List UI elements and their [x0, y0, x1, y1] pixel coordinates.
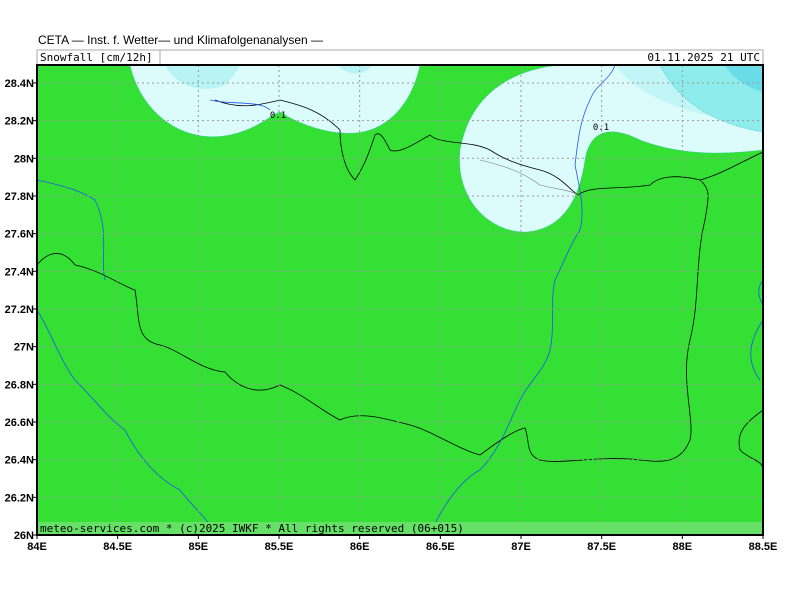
- lon-label: 84E: [27, 541, 47, 553]
- lat-label: 27.2N: [5, 304, 34, 316]
- lat-label: 28N: [14, 153, 34, 165]
- lat-label: 26.2N: [5, 492, 34, 504]
- lat-label: 27N: [14, 342, 34, 354]
- lon-label: 85.5E: [265, 541, 294, 553]
- lat-label: 26N: [14, 530, 34, 542]
- lat-label: 26.8N: [5, 379, 34, 391]
- valid-time: 01.11.2025 21 UTC: [647, 51, 760, 64]
- river: [37, 65, 763, 535]
- lon-label: 87.5E: [587, 541, 616, 553]
- contour-label: 0.1: [270, 111, 286, 121]
- lon-label: 88.5E: [749, 541, 778, 553]
- snow-area: [659, 65, 763, 133]
- lon-label: 88E: [673, 541, 693, 553]
- snow-area: [725, 65, 763, 92]
- lon-label: 86.5E: [426, 541, 455, 553]
- snow-area: [338, 65, 372, 74]
- lon-label: 86E: [350, 541, 370, 553]
- lat-label: 28.4N: [5, 78, 34, 90]
- parameter: Snowfall [cm/12h]: [40, 51, 153, 64]
- map-area: meteo-services.com * (c)2025 IWKF * All …: [37, 65, 763, 535]
- lon-label: 84.5E: [103, 541, 132, 553]
- border: [37, 99, 709, 462]
- contour-label: 0.1: [593, 123, 609, 133]
- grid: [37, 65, 763, 535]
- title: CETA — Inst. f. Wetter— und Klimafolgena…: [38, 33, 323, 47]
- lat-label: 28.2N: [5, 116, 34, 128]
- lat-label: 27.8N: [5, 191, 34, 203]
- lon-label: 85E: [189, 541, 209, 553]
- ticks: 84E 84.5E 85E 85.5E 86E 86.5E 87E 87.5E 88E 88.5E…: [5, 78, 778, 553]
- footer: meteo-services.com * (c)2025 IWKF * All …: [40, 522, 464, 535]
- lat-label: 26.6N: [5, 417, 34, 429]
- frame: [36, 64, 764, 536]
- lat-label: 26.4N: [5, 455, 34, 467]
- land: [37, 65, 763, 535]
- lon-label: 87E: [511, 541, 531, 553]
- lat-label: 27.4N: [5, 266, 34, 278]
- lat-label: 27.6N: [5, 229, 34, 241]
- footer-band: [37, 522, 763, 535]
